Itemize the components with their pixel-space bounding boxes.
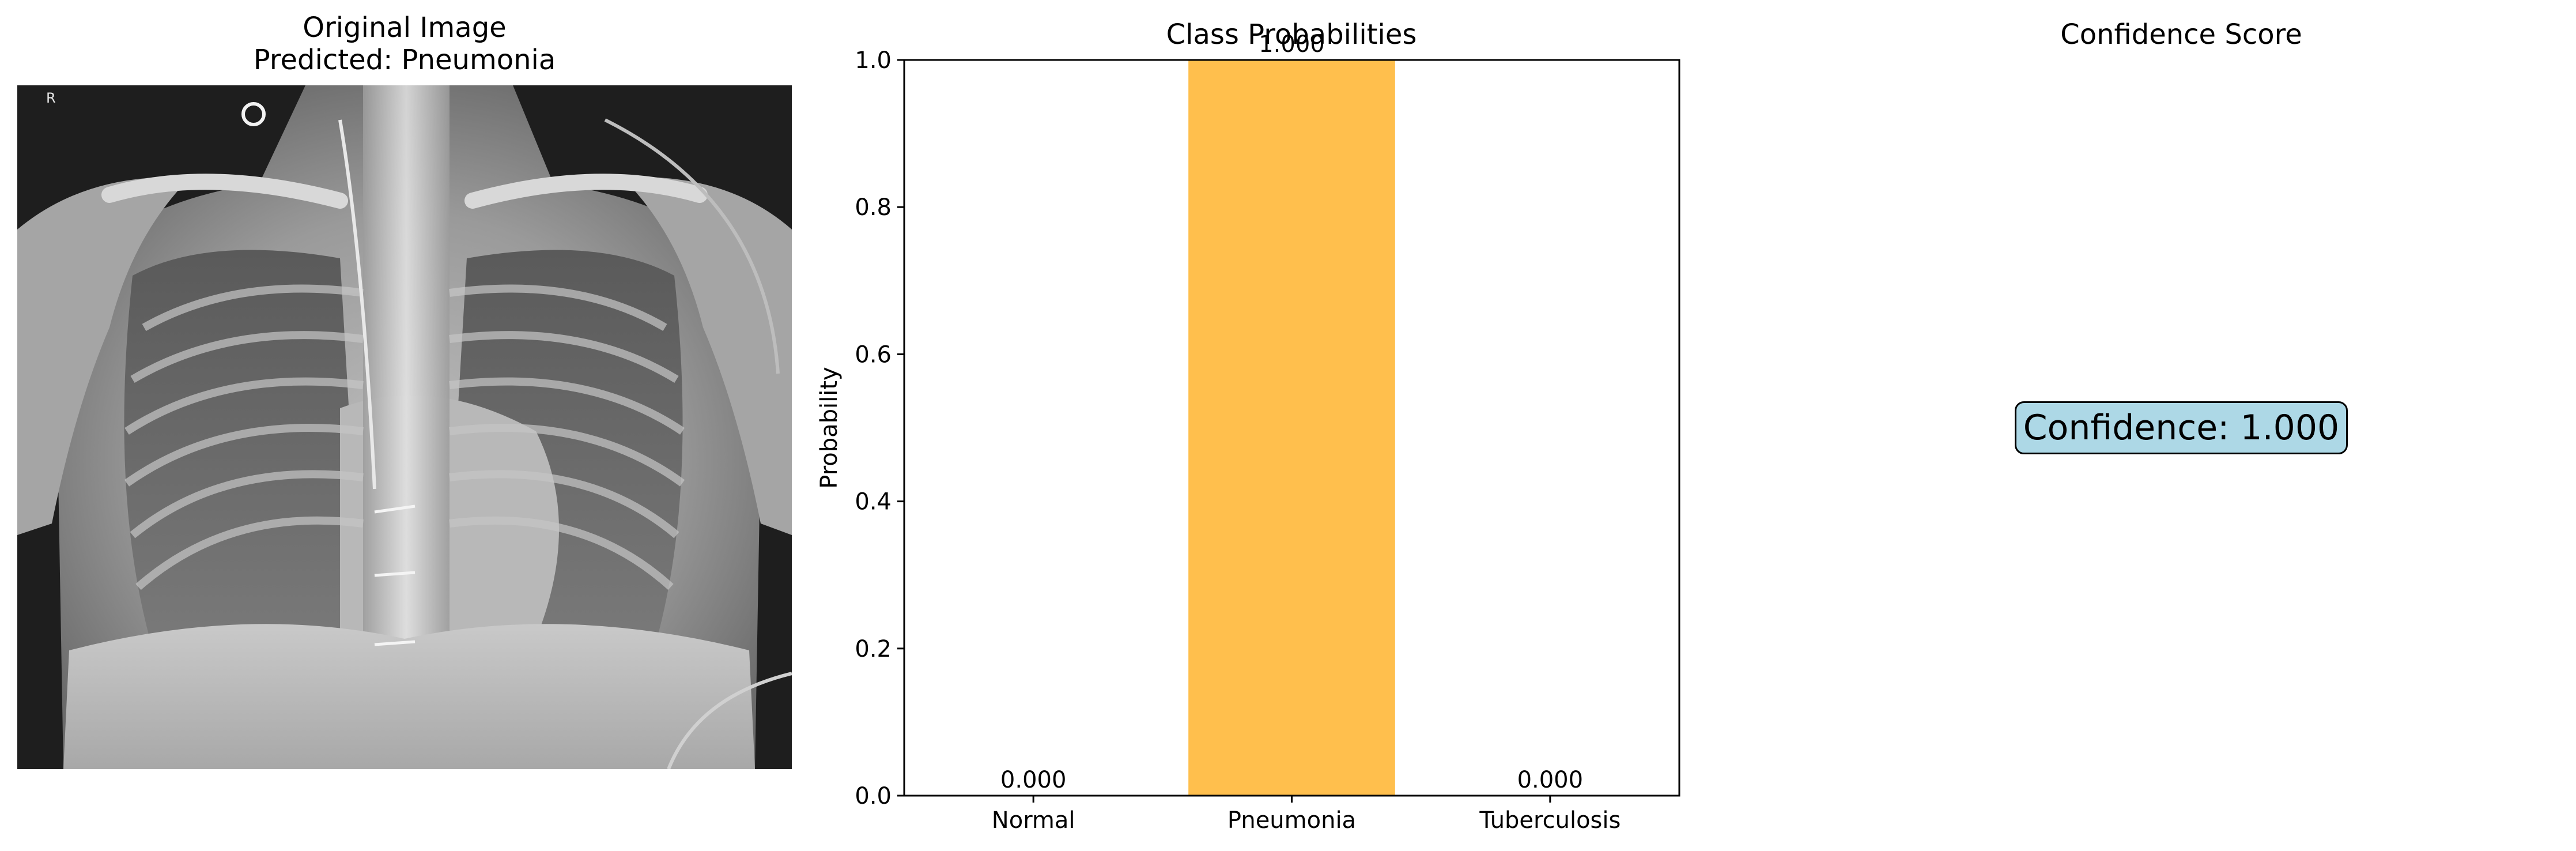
y-tick-label: 0.6 [855, 341, 892, 368]
x-axis: Normal Pneumonia Tuberculosis [992, 796, 1621, 834]
value-label-layer: 0.000 1.000 0.000 [1000, 31, 1583, 793]
x-tick-label-normal: Normal [992, 807, 1075, 834]
y-tick-label: 0.8 [855, 194, 892, 221]
chest-xray-image: R [17, 85, 792, 769]
y-tick-label: 0.0 [855, 783, 892, 809]
y-axis-label: Probability [816, 367, 843, 488]
confidence-title: Confidence Score [2060, 18, 2302, 51]
value-label-pneumonia: 1.000 [1259, 31, 1325, 58]
image-title-line2: Predicted: Pneumonia [253, 44, 556, 76]
x-tick-label-tuberculosis: Tuberculosis [1479, 807, 1621, 834]
confidence-text: Confidence: 1.000 [2023, 408, 2340, 448]
bar-pneumonia [1188, 60, 1395, 796]
value-label-tuberculosis: 0.000 [1517, 767, 1584, 793]
chart-title: Class Probabilities [1166, 18, 1417, 51]
confidence-box: Confidence: 1.000 [2015, 401, 2348, 454]
x-tick-label-pneumonia: Pneumonia [1227, 807, 1356, 834]
y-tick-label: 0.4 [855, 489, 892, 515]
y-tick-label: 0.2 [855, 636, 892, 662]
y-tick-label: 1.0 [855, 47, 892, 74]
bar-layer [1188, 60, 1395, 796]
value-label-normal: 0.000 [1000, 767, 1067, 793]
image-title-line1: Original Image [303, 12, 507, 44]
y-axis: 0.0 0.2 0.4 0.6 0.8 1.0 [855, 47, 904, 809]
image-marker-label: R [46, 90, 56, 106]
